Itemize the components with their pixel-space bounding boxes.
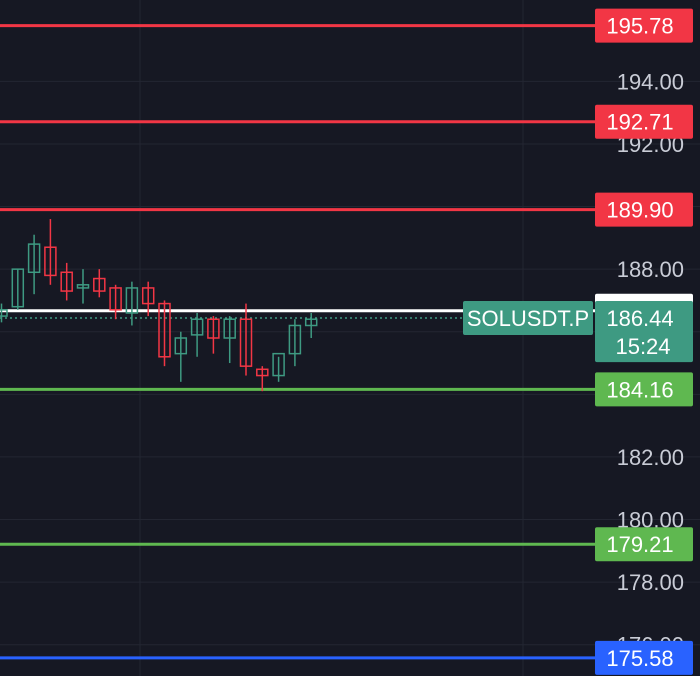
level-badge-value: 195.78 [606,14,673,39]
last-price-badge-box [595,300,693,363]
candle-body-up [304,318,318,327]
candle-body-down [141,287,155,305]
y-axis-tick-label: 182.00 [617,445,684,470]
candle-body-up [125,287,139,314]
candle-body-down [109,287,122,311]
candle-body-up [0,309,8,317]
candle-body-up [27,243,41,274]
symbol-tag-text: SOLUSDT.P [467,306,589,331]
candle-body-up [190,318,204,336]
axis-labels: 194.00192.00190.00188.00186.00184.00182.… [617,69,684,657]
level-badge-value: 189.90 [606,198,673,223]
last-price-badge: SOLUSDT.P 186.44 15:24 [463,300,693,363]
last-price-value: 186.44 [606,306,673,331]
horizontal-levels [0,24,595,660]
level-badge [595,372,693,407]
level-badge-value: 179.21 [606,532,673,557]
candle-body-up [288,324,302,355]
candle-body-down [256,368,269,377]
candle-countdown: 15:24 [615,334,670,359]
candle-body-up [76,284,90,289]
candle-body-down [239,318,253,367]
y-axis-tick-label: 194.00 [617,69,684,94]
level-badge [595,640,693,675]
candle-body-down [44,246,57,277]
candle-body-up [272,352,285,377]
candle-body-up [11,268,25,308]
symbol-tag [463,300,593,335]
level-badge [595,527,693,562]
candle-body-up [223,318,236,339]
candle-body-up [174,337,188,355]
candle-body-down [207,318,220,339]
level-badge-value: 184.16 [606,377,673,402]
level-badge-value: 192.71 [606,110,673,135]
candle-body-down [60,271,73,292]
candle-body-down [93,277,106,292]
level-badge [595,8,693,43]
y-axis-tick-label: 188.00 [617,257,684,282]
candle-body-down [158,302,171,358]
level-badge [595,192,693,227]
level-badge-value: 175.58 [606,646,673,671]
level-badge [595,104,693,139]
candles [0,219,318,392]
y-axis-tick-label: 178.00 [617,570,684,595]
